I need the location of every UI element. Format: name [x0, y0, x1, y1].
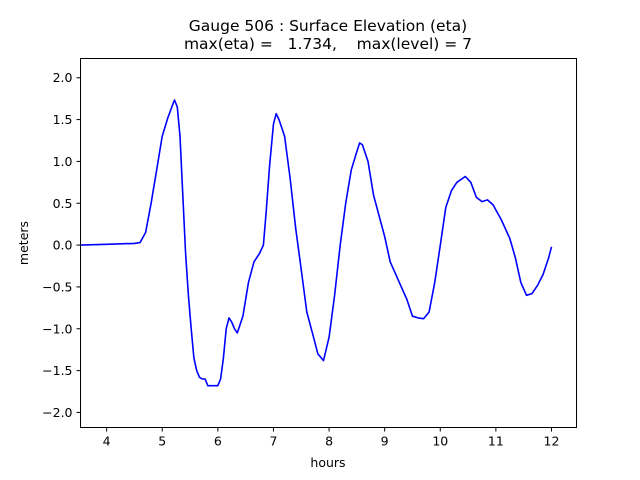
y-tick-label: 1.0: [53, 154, 73, 169]
x-tick-label: 4: [103, 434, 111, 449]
y-tick-label: 1.5: [53, 112, 73, 127]
axes-frame: [80, 58, 577, 428]
chart-title: Gauge 506 : Surface Elevation (eta): [188, 17, 468, 35]
y-tick-label: −0.5: [42, 279, 72, 294]
x-tick-label: 8: [325, 434, 333, 449]
x-tick-label: 6: [214, 434, 222, 449]
x-tick-label: 11: [488, 434, 504, 449]
series-line-eta: [80, 99, 553, 387]
y-tick-label: −1.0: [42, 321, 72, 336]
y-tick-label: 2.0: [53, 70, 73, 85]
x-tick-label: 7: [269, 434, 277, 449]
y-tick-label: 0.0: [53, 238, 73, 253]
x-axis-label: hours: [310, 455, 345, 470]
x-tick-label: 5: [158, 434, 166, 449]
x-tick-label: 9: [381, 434, 389, 449]
chart-subtitle: max(eta) = 1.734, max(level) = 7: [183, 35, 473, 53]
y-tick-label: 0.5: [53, 196, 73, 211]
x-tick-label: 10: [432, 434, 448, 449]
x-tick-label: 12: [544, 434, 560, 449]
y-tick-label: −1.5: [42, 363, 72, 378]
y-tick-label: −2.0: [42, 405, 72, 420]
y-axis-label: meters: [16, 221, 31, 265]
